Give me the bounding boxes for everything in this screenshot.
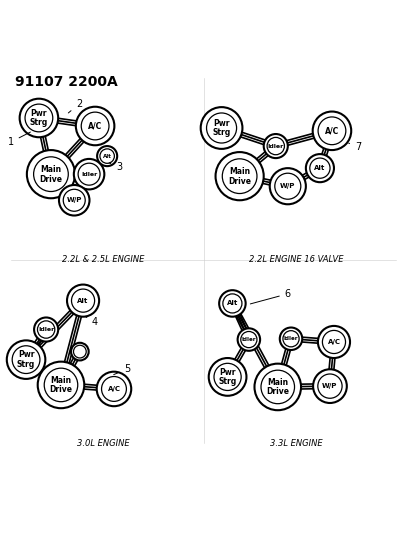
- Circle shape: [67, 285, 99, 317]
- Text: 3.0L ENGINE: 3.0L ENGINE: [77, 439, 129, 448]
- Text: 1: 1: [8, 132, 31, 147]
- Circle shape: [270, 168, 306, 204]
- Circle shape: [97, 146, 117, 166]
- Circle shape: [313, 111, 351, 150]
- Text: Alt: Alt: [103, 154, 112, 159]
- Text: Idler: Idler: [284, 336, 298, 341]
- Text: A/C: A/C: [107, 386, 120, 392]
- Text: Idler: Idler: [268, 143, 284, 149]
- Circle shape: [76, 107, 114, 146]
- Circle shape: [27, 150, 75, 198]
- Text: Alt: Alt: [227, 301, 238, 306]
- Text: A/C: A/C: [328, 339, 341, 345]
- Circle shape: [254, 364, 301, 410]
- Text: Idler: Idler: [242, 337, 256, 342]
- Text: Main
Drive: Main Drive: [50, 376, 72, 394]
- Text: A/C: A/C: [325, 126, 339, 135]
- Text: W/P: W/P: [322, 383, 338, 389]
- Circle shape: [59, 185, 90, 215]
- Circle shape: [34, 318, 58, 342]
- Circle shape: [219, 290, 246, 317]
- Text: W/P: W/P: [280, 183, 295, 189]
- Circle shape: [313, 369, 347, 403]
- Circle shape: [264, 134, 288, 158]
- Text: Main
Drive: Main Drive: [228, 167, 251, 185]
- Text: Pwr
Strg: Pwr Strg: [17, 350, 35, 369]
- Text: 2.2L ENGINE 16 VALVE: 2.2L ENGINE 16 VALVE: [249, 255, 343, 264]
- Circle shape: [216, 152, 264, 200]
- Text: 6: 6: [250, 289, 291, 304]
- Circle shape: [74, 159, 104, 189]
- Circle shape: [238, 328, 260, 351]
- Text: Pwr
Strg: Pwr Strg: [212, 119, 231, 138]
- Text: Pwr
Strg: Pwr Strg: [219, 368, 237, 386]
- Text: 2: 2: [68, 99, 82, 113]
- Text: Alt: Alt: [77, 297, 89, 304]
- Circle shape: [97, 372, 131, 406]
- Text: 5: 5: [114, 364, 130, 375]
- Circle shape: [209, 358, 247, 396]
- Text: 2.2L & 2.5L ENGINE: 2.2L & 2.5L ENGINE: [62, 255, 144, 264]
- Circle shape: [7, 341, 45, 379]
- Circle shape: [280, 327, 302, 350]
- Text: Idler: Idler: [81, 172, 97, 176]
- Text: 4: 4: [85, 317, 98, 327]
- Circle shape: [38, 362, 84, 408]
- Text: Idler: Idler: [38, 327, 54, 332]
- Text: 7: 7: [348, 142, 361, 152]
- Circle shape: [71, 343, 89, 360]
- Circle shape: [306, 154, 334, 182]
- Circle shape: [20, 99, 58, 137]
- Text: 3: 3: [109, 162, 122, 172]
- Circle shape: [318, 326, 350, 358]
- Text: 3.3L ENGINE: 3.3L ENGINE: [269, 439, 322, 448]
- Text: W/P: W/P: [67, 197, 82, 203]
- Text: Pwr
Strg: Pwr Strg: [30, 109, 48, 127]
- Text: Main
Drive: Main Drive: [39, 165, 62, 183]
- Text: Alt: Alt: [314, 165, 326, 171]
- Text: 91107 2200A: 91107 2200A: [15, 75, 118, 88]
- Text: A/C: A/C: [88, 122, 102, 131]
- Circle shape: [201, 107, 243, 149]
- Text: Main
Drive: Main Drive: [266, 377, 289, 396]
